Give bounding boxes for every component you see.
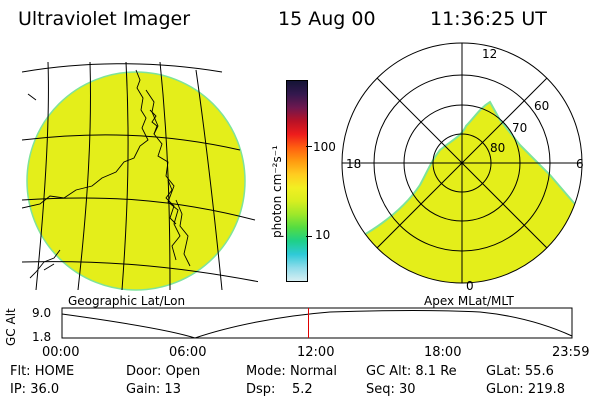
mlat-label-80: 80 — [490, 141, 505, 155]
timeline-ytick-top: 9.0 — [32, 306, 52, 320]
status-glat: GLat: 55.6 — [486, 364, 554, 379]
timeline-xtick-0000: 00:00 — [42, 345, 80, 360]
polar-caption: Apex MLat/MLT — [424, 294, 514, 308]
status-mode: Mode: Normal — [246, 364, 337, 379]
status-gc-alt: GC Alt: 8.1 Re — [366, 364, 457, 379]
polar-grid — [341, 42, 583, 284]
colorbar-tick-100: 100 — [313, 140, 336, 154]
mlt-label-18: 18 — [346, 157, 361, 171]
timeline-xtick-1200: 12:00 — [297, 345, 335, 360]
date-label: 15 Aug 00 — [278, 8, 376, 30]
color-scale-bar — [286, 80, 308, 282]
mlt-label-12: 12 — [482, 47, 497, 61]
status-gain: Gain: 13 — [126, 382, 181, 397]
timeline-xtick-2359: 23:59 — [552, 345, 590, 360]
time-label: 11:36:25 UT — [430, 8, 547, 30]
status-flt: Flt: HOME — [10, 364, 75, 379]
mlat-label-70: 70 — [512, 121, 527, 135]
instrument-title: Ultraviolet Imager — [18, 8, 191, 30]
status-ip: IP: 36.0 — [10, 382, 60, 397]
mlt-label-6: 6 — [576, 157, 584, 171]
coastline — [22, 69, 191, 279]
mlt-label-0: 0 — [466, 279, 474, 293]
altitude-curve — [61, 310, 573, 339]
tick-marks — [27, 93, 55, 271]
timeline-xtick-1800: 18:00 — [424, 345, 462, 360]
status-glon: GLon: 219.8 — [486, 382, 566, 397]
geo-caption: Geographic Lat/Lon — [68, 294, 186, 308]
timeline-ylabel: GC Alt — [4, 308, 18, 346]
status-door: Door: Open — [126, 364, 201, 379]
colorbar-tick-10: 10 — [315, 228, 331, 242]
timeline-ytick-bottom: 1.8 — [32, 330, 52, 344]
timeline-xtick-0600: 06:00 — [169, 345, 207, 360]
mlat-label-60: 60 — [534, 99, 549, 113]
geo-uv-image — [26, 71, 246, 291]
status-seq: Seq: 30 — [366, 382, 416, 397]
status-dsp: Dsp: 5.2 — [246, 382, 313, 397]
geo-grid-lines — [22, 61, 258, 290]
polar-uv-image — [342, 100, 582, 283]
timeline-frame — [61, 307, 573, 339]
